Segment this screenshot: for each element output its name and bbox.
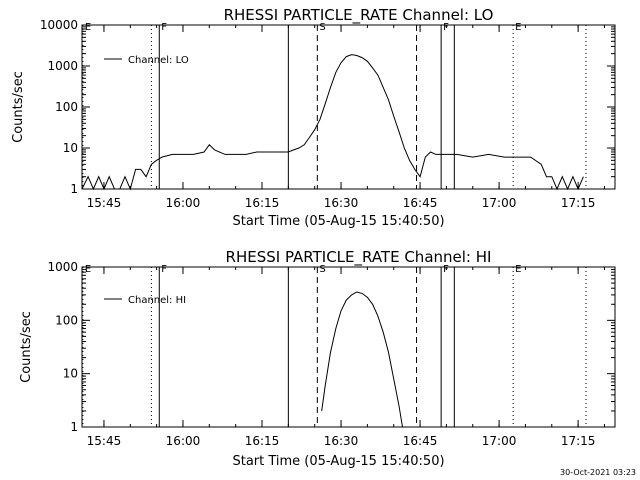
x-tick-label: 16:30 (324, 434, 359, 448)
event-marker-label: F (161, 22, 167, 33)
chart-title: RHESSI PARTICLE_RATE Channel: LO (224, 6, 494, 25)
y-tick-label: 10000 (40, 18, 78, 32)
x-tick-label: 16:15 (245, 434, 280, 448)
x-tick-label: 16:45 (403, 196, 438, 210)
event-marker-label: F (443, 22, 449, 33)
plot-frame (81, 24, 616, 190)
y-tick-label: 1 (70, 420, 78, 434)
y-tick-label: 1000 (47, 59, 78, 73)
x-axis-label: Start Time (05-Aug-15 15:40:50) (232, 214, 444, 229)
x-tick-label: 17:15 (561, 434, 596, 448)
y-tick-label: 100 (55, 100, 78, 114)
event-marker-label: S (319, 22, 325, 33)
x-tick-label: 15:45 (87, 434, 122, 448)
y-axis-label: Counts/sec (11, 71, 26, 143)
y-tick-label: 1000 (47, 260, 78, 274)
x-tick-label: 16:00 (166, 434, 201, 448)
event-marker-label: E (515, 22, 521, 33)
x-tick-label: 17:00 (482, 434, 517, 448)
legend-label: Channel: LO (128, 55, 189, 66)
chart-lo-channel: RHESSI PARTICLE_RATE Channel: LO 15:45 16:… (11, 6, 616, 229)
y-tick-label: 100 (55, 313, 78, 327)
event-marker-label: E (85, 264, 91, 275)
series-line (321, 291, 403, 428)
x-tick-label: 16:00 (166, 196, 201, 210)
y-tick-label: 10 (63, 367, 78, 381)
event-marker-label: S (319, 264, 325, 275)
x-tick-label: 15:45 (87, 196, 122, 210)
x-tick-label: 17:15 (561, 196, 596, 210)
y-axis-label: Counts/sec (19, 311, 34, 383)
x-tick-label: 16:30 (324, 196, 359, 210)
event-marker-label: E (515, 264, 521, 275)
x-tick-label: 16:45 (403, 434, 438, 448)
x-tick-label: 17:00 (482, 196, 517, 210)
chart-title: RHESSI PARTICLE_RATE Channel: HI (226, 248, 492, 267)
plot-frame (81, 266, 616, 428)
series-line (81, 54, 584, 191)
timestamp: 30-Oct-2021 03:23 (560, 468, 636, 477)
y-tick-label: 10 (63, 141, 78, 155)
x-axis-label: Start Time (05-Aug-15 15:40:50) (232, 454, 444, 469)
event-marker-label: F (443, 264, 449, 275)
event-marker-label: E (85, 22, 91, 33)
x-tick-label: 16:15 (245, 196, 280, 210)
y-tick-label: 1 (70, 182, 78, 196)
legend-label: Channel: HI (128, 295, 186, 306)
chart-hi-channel: RHESSI PARTICLE_RATE Channel: HI 15:45 16:… (19, 248, 616, 469)
event-marker-label: F (161, 264, 167, 275)
